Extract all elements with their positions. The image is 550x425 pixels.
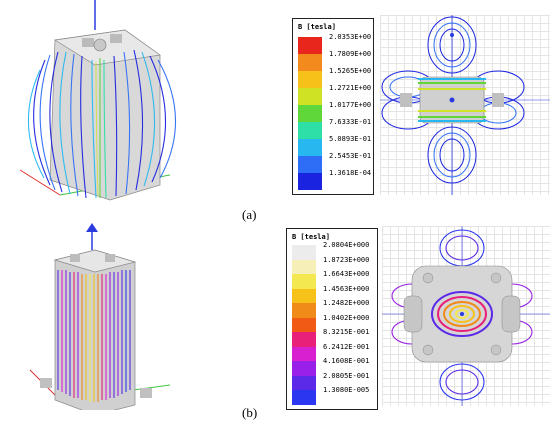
legend-value: 1.2721E+00 — [329, 84, 372, 92]
legend-swatch — [298, 37, 322, 54]
legend-swatch — [292, 274, 316, 289]
legend-row: 1.2482E+000 — [287, 299, 377, 318]
legend-value: 6.2412E-001 — [323, 342, 370, 351]
legend-swatch — [298, 122, 322, 139]
legend-swatch — [292, 346, 316, 361]
legend-row: 1.5265E+00 — [293, 67, 373, 88]
legend-swatch — [292, 288, 316, 303]
legend-value: 1.8723E+000 — [323, 255, 370, 264]
legend-swatch — [298, 139, 322, 156]
legend-row: 7.6333E-01 — [293, 118, 373, 139]
legend-value: 7.6333E-01 — [329, 118, 372, 126]
legend-swatch — [292, 332, 316, 347]
fig-a-legend-title: B [tesla] — [298, 23, 336, 31]
legend-value: 2.0353E+00 — [329, 33, 372, 41]
legend-row: 1.4563E+000 — [287, 285, 377, 303]
legend-value: 5.0893E-01 — [329, 135, 372, 143]
fig-a-3d-view — [0, 0, 200, 210]
legend-value: 2.0805E-001 — [323, 371, 370, 380]
legend-swatch — [298, 88, 322, 105]
legend-row: 1.0177E+00 — [293, 101, 373, 122]
legend-row: 8.3215E-001 — [287, 328, 377, 347]
fig-a-top-view — [380, 15, 550, 195]
legend-row: 2.0804E+000 — [287, 241, 377, 260]
legend-value: 1.3618E-04 — [329, 169, 372, 177]
fig-b-3d-view — [0, 220, 200, 410]
fig-b-legend-title: B [tesla] — [292, 233, 330, 241]
legend-value: 8.3215E-001 — [323, 328, 370, 336]
legend-value: 1.6643E+000 — [323, 270, 370, 278]
fig-b-top-view — [382, 226, 550, 406]
legend-row: 1.3080E-005 — [287, 386, 377, 405]
legend-value: 2.0804E+000 — [323, 241, 370, 249]
legend-swatch — [292, 245, 316, 260]
legend-swatch — [298, 105, 322, 122]
legend-swatch — [292, 390, 316, 405]
fig-b-caption: (b) — [242, 405, 258, 420]
legend-row: 2.5453E-01 — [293, 152, 373, 173]
legend-swatch — [298, 156, 322, 173]
legend-value: 1.5265E+00 — [329, 67, 372, 75]
legend-row: 1.3618E-04 — [293, 169, 373, 190]
fig-a-caption: (a) — [242, 207, 257, 222]
legend-value: 1.2482E+000 — [323, 299, 370, 307]
legend-row: 1.7809E+00 — [293, 50, 373, 71]
fig-a-color-legend: B [tesla] 2.0353E+00 1.7809E+00 1.5265E+00… — [292, 18, 374, 195]
legend-swatch — [292, 375, 316, 390]
legend-row: 4.1608E-001 — [287, 357, 377, 376]
legend-row: 1.8723E+000 — [287, 256, 377, 274]
legend-swatch — [292, 317, 316, 332]
fig-b-color-legend: B [tesla] 2.0804E+000 1.8723E+000 1.6643E+… — [286, 228, 378, 410]
legend-row: 2.0353E+00 — [293, 33, 373, 54]
legend-row: 5.0893E-01 — [293, 135, 373, 156]
legend-value: 4.1608E-001 — [323, 357, 370, 365]
legend-value: 1.0177E+00 — [329, 101, 372, 109]
legend-value: 1.0402E+000 — [323, 313, 370, 322]
legend-value: 1.4563E+000 — [323, 284, 370, 293]
legend-swatch — [292, 259, 316, 274]
legend-value: 1.7809E+00 — [329, 50, 372, 58]
legend-value: 2.5453E-01 — [329, 152, 372, 160]
legend-swatch — [298, 54, 322, 71]
legend-swatch — [298, 71, 322, 88]
legend-value: 1.3080E-005 — [323, 386, 370, 394]
legend-swatch — [292, 361, 316, 376]
legend-swatch — [298, 173, 322, 190]
legend-row: 2.0805E-001 — [287, 372, 377, 390]
legend-row: 1.0402E+000 — [287, 314, 377, 332]
legend-row: 6.2412E-001 — [287, 343, 377, 361]
legend-swatch — [292, 303, 316, 318]
legend-row: 1.6643E+000 — [287, 270, 377, 289]
legend-row: 1.2721E+00 — [293, 84, 373, 105]
